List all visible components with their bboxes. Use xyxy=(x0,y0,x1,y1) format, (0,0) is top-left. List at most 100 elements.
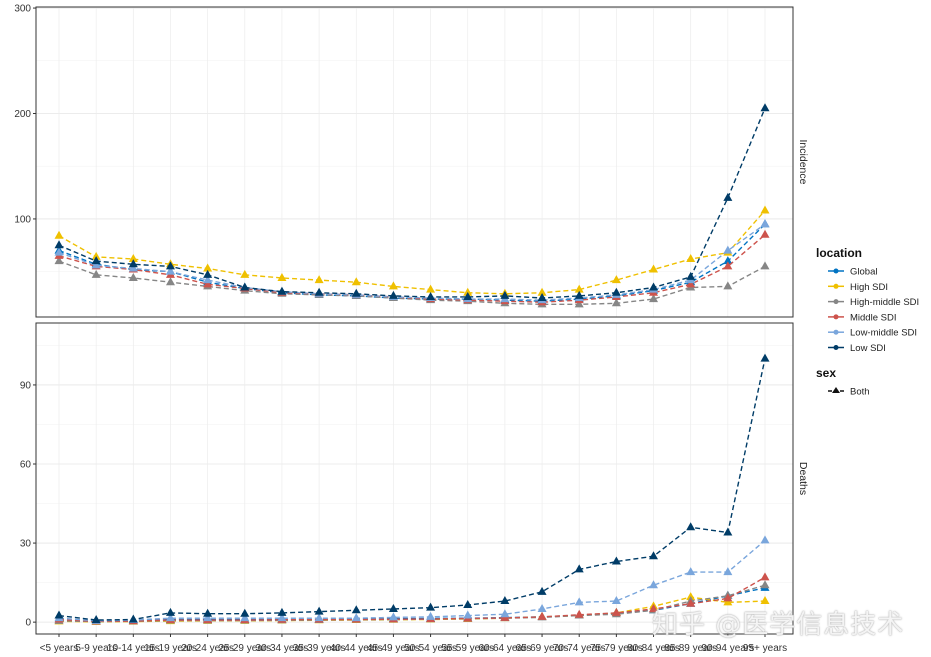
x-tick-label: 65-69 years xyxy=(516,643,569,654)
y-tick-label: 60 xyxy=(20,460,32,471)
data-point xyxy=(240,613,250,622)
data-point xyxy=(574,284,584,293)
series-low-sdi xyxy=(54,353,770,624)
data-point xyxy=(649,580,659,589)
x-tick-label: 70-74 years xyxy=(553,643,606,654)
y-tick-label: 90 xyxy=(20,380,32,391)
legend-label: Low SDI xyxy=(850,343,886,354)
data-point xyxy=(760,261,770,270)
x-tick-label: 75-79 years xyxy=(590,643,643,654)
data-point xyxy=(203,263,213,272)
y-tick-label: 100 xyxy=(14,214,31,225)
data-point xyxy=(686,271,696,280)
data-point xyxy=(463,287,473,296)
data-point xyxy=(203,613,213,622)
legend-item: Low-middle SDI xyxy=(828,328,917,339)
data-point xyxy=(128,272,138,281)
series-line xyxy=(58,358,766,621)
data-point xyxy=(426,284,436,293)
data-point xyxy=(686,598,696,607)
data-point xyxy=(760,580,770,589)
x-tick-label: 90-94 years xyxy=(701,643,754,654)
data-point xyxy=(723,192,733,201)
y-tick-label: 30 xyxy=(20,539,32,550)
legend-key-triangle xyxy=(832,387,840,393)
legend-title-location: location xyxy=(816,246,862,260)
data-point xyxy=(574,290,584,299)
facet-strip-label: Incidence xyxy=(797,140,809,185)
data-point xyxy=(240,608,250,617)
data-point xyxy=(649,551,659,560)
x-tick-label: 25-29 years xyxy=(218,643,271,654)
data-point xyxy=(611,275,621,284)
data-point xyxy=(611,287,621,296)
data-point xyxy=(463,600,473,609)
data-point xyxy=(203,279,213,288)
series-line xyxy=(58,210,766,295)
data-point xyxy=(760,229,770,238)
data-point xyxy=(537,586,547,595)
series-low-middle-sdi xyxy=(54,535,770,624)
data-point xyxy=(351,613,361,622)
data-point xyxy=(649,264,659,273)
data-point xyxy=(649,282,659,291)
data-point xyxy=(314,287,324,296)
data-point xyxy=(277,613,287,622)
panel-incidence: 100 200 300 Incidence xyxy=(14,4,809,318)
data-point xyxy=(611,298,621,307)
legend-key-point xyxy=(833,283,839,289)
data-point xyxy=(426,602,436,611)
data-point xyxy=(128,614,138,623)
x-tick-label: 45-49 years xyxy=(367,643,420,654)
data-point xyxy=(91,260,101,269)
legend-item: Middle SDI xyxy=(828,312,896,323)
data-point xyxy=(649,294,659,303)
legend-title-sex: sex xyxy=(816,366,836,380)
data-point xyxy=(723,567,733,576)
data-point xyxy=(54,240,64,249)
x-tick-label: 20-24 years xyxy=(181,643,234,654)
data-point xyxy=(611,596,621,605)
data-point xyxy=(314,275,324,284)
data-point xyxy=(165,607,175,616)
data-point xyxy=(91,251,101,260)
data-point xyxy=(128,254,138,263)
data-point xyxy=(165,266,175,275)
data-point xyxy=(760,596,770,605)
data-point xyxy=(760,353,770,362)
data-point xyxy=(760,572,770,581)
data-point xyxy=(723,245,733,254)
data-point xyxy=(388,290,398,299)
series-line xyxy=(58,260,766,306)
data-point xyxy=(426,291,436,300)
data-point xyxy=(574,299,584,308)
legend-item: High-middle SDI xyxy=(828,297,919,308)
panel-deaths: 0 30 60 90 Deaths xyxy=(20,322,809,635)
data-point xyxy=(91,615,101,624)
data-point xyxy=(723,593,733,602)
legend-item: Low SDI xyxy=(828,343,886,354)
data-point xyxy=(203,608,213,617)
x-tick-label: 5-9 years xyxy=(75,643,117,654)
data-point xyxy=(537,611,547,620)
data-point xyxy=(54,230,64,239)
y-tick-label: 0 xyxy=(25,618,31,629)
data-point xyxy=(54,256,64,265)
x-tick-label: 80-84 years xyxy=(627,643,680,654)
series-line xyxy=(58,576,766,623)
data-point xyxy=(54,247,64,256)
data-point xyxy=(537,287,547,296)
data-point xyxy=(128,259,138,268)
legend-label: Global xyxy=(850,267,877,278)
legend-key-point xyxy=(833,314,839,320)
series-line xyxy=(58,107,766,299)
data-point xyxy=(500,290,510,299)
x-tick-label: 35-39 years xyxy=(293,643,346,654)
data-point xyxy=(574,564,584,573)
series-line xyxy=(58,223,766,301)
x-tick-label: 95+ years xyxy=(743,643,787,654)
data-point xyxy=(351,277,361,286)
panel-background xyxy=(36,323,793,634)
data-point xyxy=(54,610,64,619)
